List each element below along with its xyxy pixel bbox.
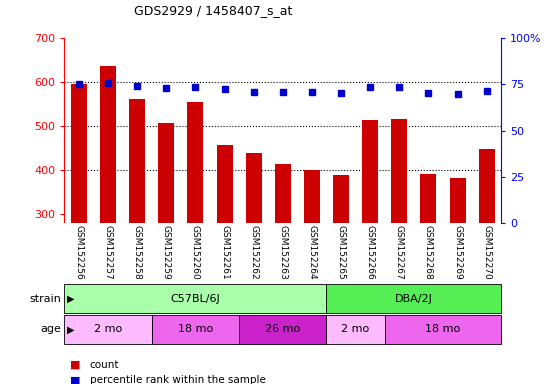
Text: count: count [90,360,119,370]
Text: 26 mo: 26 mo [265,324,300,334]
Bar [152,315,239,344]
Text: strain: strain [30,293,62,304]
Bar [275,164,291,223]
Text: 18 mo: 18 mo [178,324,213,334]
Bar [362,119,378,223]
Text: GSM152256: GSM152256 [74,225,83,279]
Text: GSM152263: GSM152263 [278,225,287,279]
Text: GDS2929 / 1458407_s_at: GDS2929 / 1458407_s_at [134,4,292,17]
Bar [129,99,145,223]
Bar [391,119,407,223]
Text: GSM152257: GSM152257 [104,225,113,279]
Bar [188,103,203,223]
Text: percentile rank within the sample: percentile rank within the sample [90,375,265,384]
Bar [385,315,501,344]
Text: 18 mo: 18 mo [426,324,460,334]
Text: GSM152268: GSM152268 [424,225,433,279]
Bar [326,315,385,344]
Text: age: age [41,324,62,334]
Text: 2 mo: 2 mo [342,324,370,334]
Text: GSM152264: GSM152264 [307,225,316,279]
Bar [479,149,494,223]
Bar [333,175,349,223]
Text: GSM152266: GSM152266 [366,225,375,279]
Text: GSM152259: GSM152259 [162,225,171,279]
Bar [64,315,152,344]
Text: ■: ■ [70,360,81,370]
Bar [246,152,262,223]
Bar [450,177,465,223]
Text: GSM152269: GSM152269 [453,225,462,279]
Bar [304,170,320,223]
Text: GSM152258: GSM152258 [133,225,142,279]
Bar [100,66,116,223]
Text: GSM152265: GSM152265 [337,225,346,279]
Text: GSM152270: GSM152270 [482,225,491,279]
Text: ■: ■ [70,375,81,384]
Text: C57BL/6J: C57BL/6J [171,293,220,304]
Text: GSM152260: GSM152260 [191,225,200,279]
Bar [239,315,326,344]
Bar [158,123,174,223]
Text: ▶: ▶ [67,324,74,334]
Bar [421,174,436,223]
Text: DBA/2J: DBA/2J [395,293,433,304]
Bar [64,284,326,313]
Text: GSM152261: GSM152261 [220,225,229,279]
Text: GSM152262: GSM152262 [249,225,258,279]
Text: ▶: ▶ [67,293,74,304]
Bar [217,146,232,223]
Text: GSM152267: GSM152267 [395,225,404,279]
Bar [326,284,501,313]
Text: 2 mo: 2 mo [94,324,122,334]
Bar [71,84,87,223]
